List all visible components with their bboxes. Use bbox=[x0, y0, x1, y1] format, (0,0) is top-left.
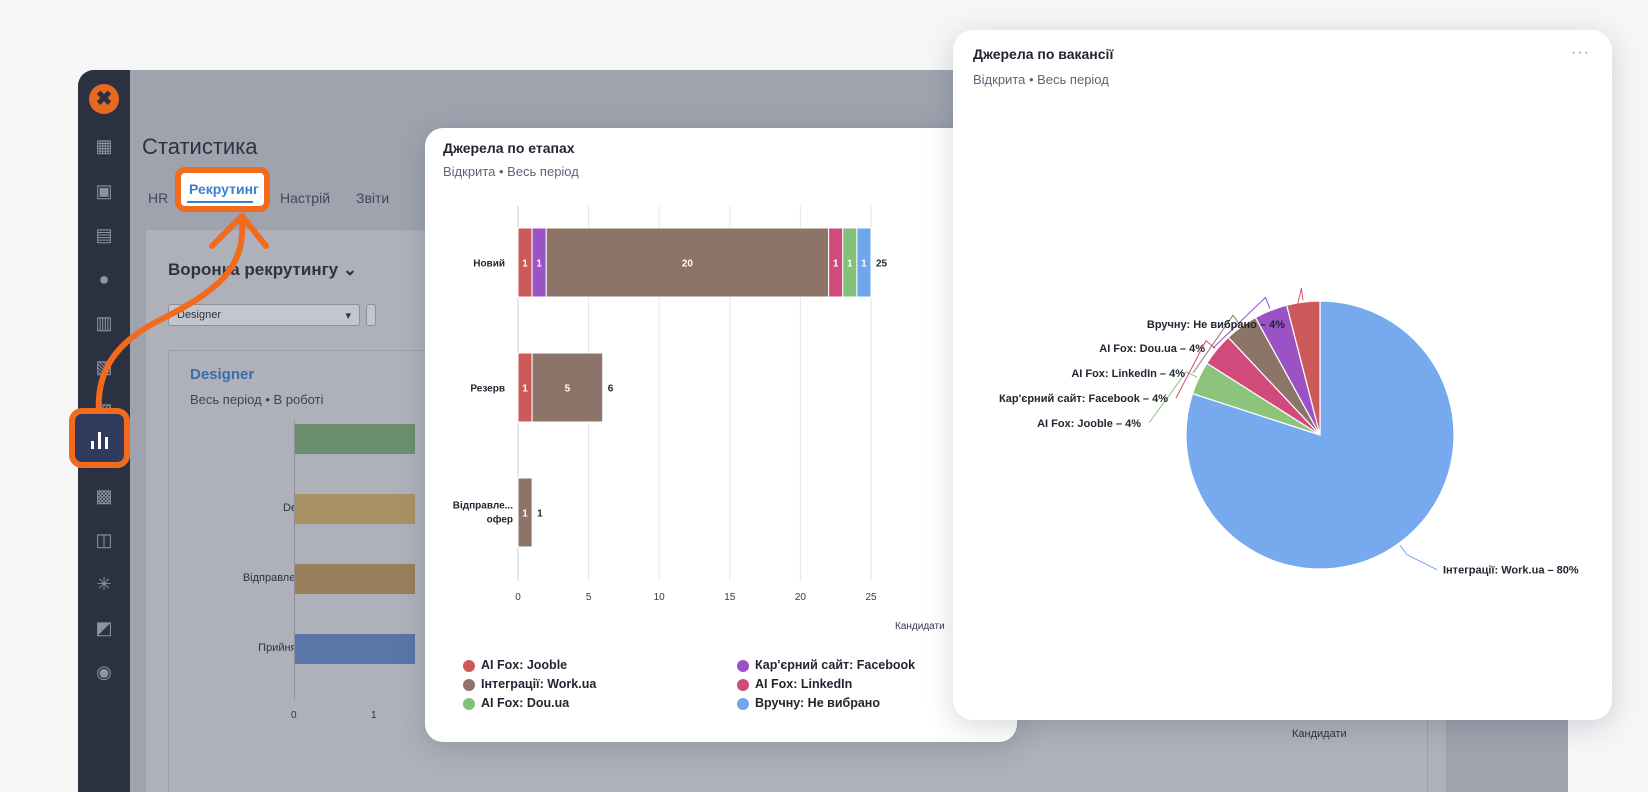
bar-value-label: 1 bbox=[536, 259, 542, 270]
legend-item[interactable]: AI Fox: Dou.ua bbox=[481, 696, 570, 710]
bar-value-label: 1 bbox=[522, 259, 528, 270]
bar-total-label: 1 bbox=[537, 509, 543, 520]
bar-value-label: 1 bbox=[847, 259, 853, 270]
pie-slice[interactable] bbox=[1285, 300, 1321, 436]
source-pie-chart: Інтеграції: Work.ua – 80% AI Fox: Jooble … bbox=[999, 288, 1579, 577]
profile-icon[interactable]: ◉ bbox=[96, 662, 112, 682]
legend-item[interactable]: Вручну: Не вибрано bbox=[755, 696, 880, 710]
active-tab-underline bbox=[187, 201, 253, 203]
funnel-tick-label: 1 bbox=[371, 710, 377, 721]
funnel-heading[interactable]: Воронка рекрутингу ⌄ bbox=[168, 260, 358, 279]
tab-hr[interactable]: HR bbox=[148, 190, 169, 206]
pie-label: Вручну: Не вибрано – 4% bbox=[1147, 319, 1285, 331]
pie-connector bbox=[1399, 544, 1438, 571]
source-card-title: Джерела по вакансії bbox=[973, 46, 1114, 62]
bar-total-label: 6 bbox=[608, 384, 614, 395]
pie-label: Інтеграції: Work.ua – 80% bbox=[1443, 565, 1579, 577]
stage-card-title: Джерела по етапах bbox=[443, 140, 575, 156]
x-tick-label: 5 bbox=[586, 592, 592, 603]
bar-value-label: 20 bbox=[682, 259, 694, 270]
bar-total-label: 25 bbox=[876, 259, 888, 270]
calendar-icon[interactable]: ▣ bbox=[95, 181, 113, 201]
legend-marker bbox=[737, 660, 749, 672]
app-logo[interactable]: ✖ bbox=[89, 84, 119, 114]
x-tick-label: 15 bbox=[724, 592, 736, 603]
x-tick-label: 25 bbox=[865, 592, 877, 603]
legend-marker bbox=[463, 660, 475, 672]
legend-item[interactable]: AI Fox: LinkedIn bbox=[755, 677, 853, 691]
designer-card-title[interactable]: Designer bbox=[190, 366, 255, 383]
funnel-axis bbox=[294, 420, 295, 700]
vacancy-sources-card: Джерела по вакансії Відкрита • Весь пері… bbox=[953, 30, 1612, 720]
x-tick-label: 10 bbox=[654, 592, 666, 603]
tab-mood[interactable]: Настрій bbox=[280, 190, 331, 206]
stage-sources-card: Джерела по етапах Відкрита • Весь період… bbox=[425, 128, 1017, 742]
more-options-icon[interactable]: ··· bbox=[1571, 44, 1590, 61]
bar-value-label: 1 bbox=[861, 259, 867, 270]
people-icon[interactable]: ● bbox=[98, 269, 110, 289]
app-main: Статистика HR Настрій Звіти bbox=[130, 70, 1568, 792]
y-category-label: Відправле... bbox=[453, 501, 513, 512]
funnel-tick-label: 0 bbox=[291, 710, 297, 721]
open-book-icon[interactable]: ◫ bbox=[95, 530, 113, 550]
legend-item[interactable]: Інтеграції: Work.ua bbox=[481, 677, 597, 691]
pie-connector bbox=[1212, 296, 1271, 349]
vacancy-select[interactable]: Designer ▾ bbox=[168, 304, 360, 326]
page-title: Статистика bbox=[142, 134, 258, 159]
stage-card-subtitle: Відкрита • Весь період bbox=[443, 164, 579, 179]
y-category-label: Резерв bbox=[470, 384, 505, 395]
pie-connector bbox=[1192, 314, 1241, 374]
legend-item[interactable]: Кар'єрний сайт: Facebook bbox=[755, 658, 916, 672]
x-tick-label: 20 bbox=[795, 592, 807, 603]
pie-label: AI Fox: LinkedIn – 4% bbox=[1071, 368, 1185, 380]
tab-reports[interactable]: Звіти bbox=[356, 190, 390, 206]
y-category-label: офер bbox=[487, 514, 513, 526]
secondary-select[interactable] bbox=[366, 304, 376, 326]
contact-card-icon[interactable]: ▤ bbox=[95, 225, 113, 245]
x-axis-label: Кандидати bbox=[895, 621, 945, 632]
legend-marker bbox=[463, 679, 475, 691]
funnel-row-bar bbox=[295, 494, 415, 524]
funnel-row-bar bbox=[295, 564, 415, 594]
source-card-subtitle: Відкрита • Весь період bbox=[973, 72, 1109, 87]
bar-segment[interactable] bbox=[545, 227, 830, 298]
dashboard-icon[interactable]: ▦ bbox=[95, 136, 113, 156]
book-icon[interactable]: ▧ bbox=[95, 357, 113, 377]
pie-label: AI Fox: Jooble – 4% bbox=[1037, 418, 1141, 430]
boxes-icon[interactable]: ▩ bbox=[95, 486, 113, 506]
legend-marker bbox=[737, 698, 749, 710]
bar-value-label: 1 bbox=[833, 259, 839, 270]
network-icon[interactable]: ✳ bbox=[96, 574, 112, 594]
bar-value-label: 1 bbox=[522, 509, 528, 520]
export-icon[interactable]: ◩ bbox=[95, 618, 113, 638]
bar-segment[interactable] bbox=[856, 227, 872, 298]
y-category-label: Новий bbox=[473, 259, 505, 270]
bar-value-label: 1 bbox=[522, 384, 528, 395]
pie-label: AI Fox: Dou.ua – 4% bbox=[1099, 343, 1205, 355]
legend-item[interactable]: AI Fox: Jooble bbox=[481, 658, 568, 672]
x-tick-label: 0 bbox=[515, 592, 521, 603]
funnel-xlabel: Кандидати bbox=[1292, 728, 1347, 740]
tab-recruiting[interactable]: Рекрутинг bbox=[175, 167, 270, 212]
legend-marker bbox=[463, 698, 475, 710]
funnel-row-bar bbox=[295, 424, 415, 454]
bar-segment[interactable] bbox=[517, 477, 533, 548]
legend-marker bbox=[737, 679, 749, 691]
bar-segment[interactable] bbox=[531, 352, 604, 423]
statistics-icon[interactable] bbox=[69, 408, 130, 468]
pie-label: Кар'єрний сайт: Facebook – 4% bbox=[999, 393, 1168, 405]
pie-connector bbox=[1292, 288, 1304, 325]
funnel-row-bar bbox=[295, 634, 415, 664]
bar-value-label: 5 bbox=[565, 384, 571, 395]
pipeline-icon[interactable]: ▥ bbox=[95, 313, 113, 333]
designer-card-subtitle: Весь період • В роботі bbox=[190, 392, 324, 407]
pie-connector bbox=[1148, 371, 1198, 424]
tab-recruiting-label: Рекрутинг bbox=[189, 181, 259, 197]
